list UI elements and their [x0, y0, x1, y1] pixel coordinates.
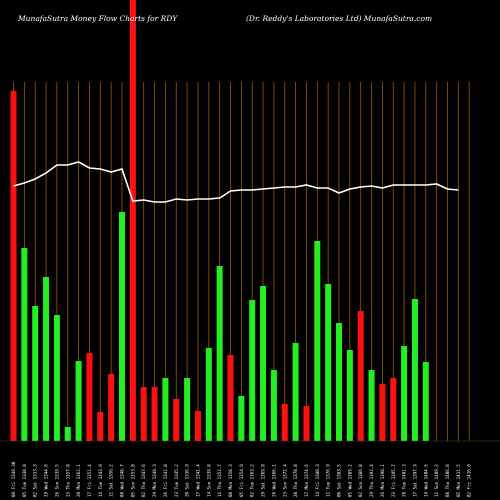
bar-16	[173, 399, 180, 441]
x-tick-label: 20 Mon 1362.1	[76, 464, 81, 497]
bar-13	[140, 387, 147, 441]
x-tick-label: 17 Fri 1351.4	[87, 464, 92, 497]
bar-33	[357, 311, 364, 441]
bar-6	[64, 427, 71, 441]
x-tick-label: 11 Thu 1352.7	[217, 464, 222, 497]
x-tick-label: 29 Thu 1392.4	[369, 464, 374, 497]
bar-9	[97, 412, 104, 441]
bar-7	[75, 361, 82, 441]
x-tick-label: 05 Wed 1389.2	[347, 464, 352, 497]
x-tick-label: 02 Sat 1333.3	[33, 464, 38, 497]
money-flow-line	[13, 161, 459, 203]
x-tick-label: 11 Sat 1356.2	[109, 464, 114, 497]
x-tick-label: 17 Sat 1397.9	[412, 464, 417, 497]
bar-38	[411, 299, 418, 441]
bar-1	[10, 91, 17, 441]
x-tick-label: 26 Wed 1366.1	[271, 464, 276, 497]
x-tick-label: 02 Thu 1347.6	[141, 464, 146, 497]
bar-3	[32, 306, 39, 441]
bar-31	[336, 323, 342, 441]
bar-39	[422, 362, 429, 441]
bar-26	[281, 404, 288, 441]
x-tick-label: 26 Sun 1339.5	[54, 464, 59, 497]
bar-12	[129, 0, 136, 441]
bar-34	[368, 370, 375, 441]
x-tick-label: 20 Thu 1378.0	[293, 464, 298, 497]
x-tick-label: 02 Fri 1416.0	[467, 464, 472, 497]
bar-28	[303, 406, 310, 441]
x-tick-label: 26 Mon 1398.1	[380, 464, 385, 497]
x-tick-label: 14 Tue 1343.9	[98, 464, 103, 497]
x-tick-label: 08 Mon 1358.3	[228, 464, 233, 497]
bar-14	[151, 387, 158, 441]
bar-35	[379, 384, 386, 441]
x-tick-label: 08 Thu 1406.8	[445, 464, 450, 497]
x-tick-label: 05 Mon 1411.5	[456, 464, 461, 497]
x-tick-label: 14 Sun 1339.8	[206, 464, 211, 497]
bar-17	[184, 378, 191, 441]
bar-23	[249, 300, 256, 441]
bar-19	[205, 348, 212, 441]
x-tick-label: 02 Sun 1386.8	[358, 464, 363, 497]
x-tick-label: 14 Fri 1380.3	[315, 464, 320, 497]
bar-18	[194, 411, 201, 441]
x-tick-label: 23 Thu 1357.8	[65, 464, 70, 497]
chart-subtitle: (Dr. Reddy's Laboratories Ltd) MunafaSut…	[246, 14, 432, 23]
x-tick-label: 05 Tue 1338.0	[22, 464, 27, 497]
x-tick-label: 29 Sat 1369.8	[261, 464, 266, 497]
x-tick-label: 17 Mon 1374.6	[304, 464, 309, 497]
bar-32	[346, 350, 353, 441]
x-tick-label: 14 Wed 1404.6	[423, 464, 428, 497]
x-tick-label: 11 Tue 1376.9	[326, 464, 331, 497]
bar-20	[216, 266, 223, 441]
bar-11	[119, 212, 125, 441]
x-tick-label: 05 Sun 1353.0	[130, 464, 135, 497]
x-tick-label: 11 Sun 1409.2	[434, 464, 439, 497]
x-tick-label: 20 Tue 1401.3	[402, 464, 407, 497]
bars	[10, 0, 429, 441]
x-tick-label: 29 Wed 1344.6	[44, 464, 49, 497]
x-axis-labels: 08 Fri 1349.30 05 Tue 1338.0 02 Sat 1333.3…	[11, 461, 472, 497]
bar-27	[292, 343, 299, 441]
x-tick-label: 08 Fri 1349.30	[11, 461, 16, 497]
bar-22	[238, 396, 245, 441]
x-tick-label: 23 Fri 1395.7	[391, 464, 396, 497]
bar-37	[401, 346, 408, 441]
x-tick-label: 20 Sat 1336.9	[185, 464, 190, 497]
x-tick-label: 29 Mon 1349.3	[152, 464, 157, 497]
bar-30	[325, 284, 332, 441]
bar-29	[314, 241, 321, 441]
bar-8	[86, 353, 93, 441]
chart-title: MunafaSutra Money Flow Charts for RDY	[17, 14, 178, 23]
x-tick-label: 17 Wed 1341.4	[195, 464, 200, 497]
x-tick-label: 23 Sun 1372.4	[282, 464, 287, 497]
bar-4	[43, 277, 50, 441]
bar-25	[270, 370, 277, 441]
bar-5	[53, 315, 60, 441]
x-tick-label: 05 Fri 1354.9	[239, 464, 244, 497]
x-tick-label: 02 Tue 1363.2	[250, 464, 255, 497]
bar-24	[260, 286, 267, 441]
x-tick-label: 08 Wed 1348.7	[120, 464, 125, 497]
bar-10	[108, 374, 115, 441]
bar-15	[162, 378, 169, 441]
bar-2	[21, 248, 28, 441]
x-tick-label: 23 Tue 1345.2	[174, 464, 179, 497]
bar-36	[390, 378, 397, 441]
bar-21	[227, 355, 234, 441]
x-tick-label: 08 Sat 1383.5	[337, 464, 342, 497]
x-tick-label: 26 Fri 1341.8	[163, 464, 168, 497]
